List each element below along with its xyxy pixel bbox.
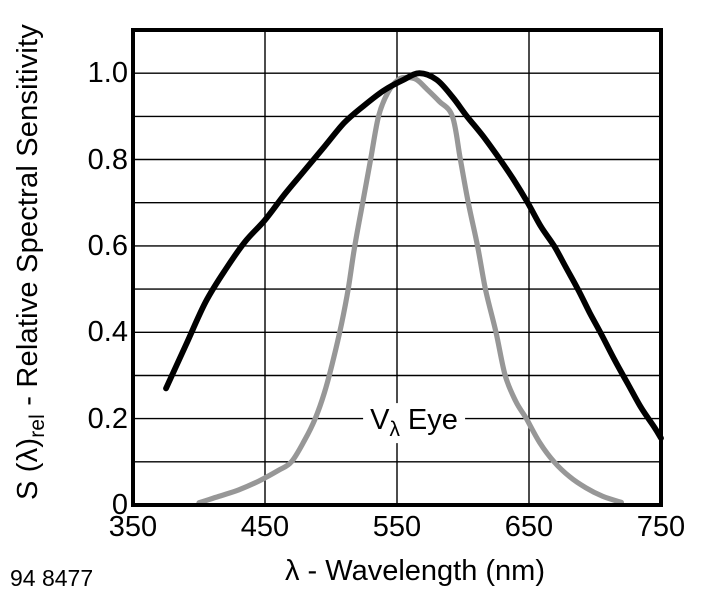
y-tick-label: 1.0	[87, 57, 128, 89]
y-tick-label: 0	[111, 489, 128, 521]
x-tick-label: 750	[636, 511, 686, 543]
plot-border	[131, 28, 663, 507]
curve-label-subscript: λ	[389, 417, 400, 441]
curve-photodiode-spectral-sensitivity	[163, 70, 664, 441]
x-tick-label: 650	[504, 511, 554, 543]
x-tick-label: 550	[372, 511, 422, 543]
y-tick-label: 0.6	[87, 230, 128, 262]
curve-label-v-lambda-eye: Vλ Eye	[363, 403, 465, 443]
x-tick-label: 450	[240, 511, 290, 543]
x-tick-label: 350	[108, 511, 158, 543]
y-tick-label: 0.4	[87, 316, 128, 348]
figure-number: 94 8477	[10, 565, 94, 591]
y-tick-label: 0.8	[87, 144, 128, 176]
y-tick-label: 0.2	[87, 403, 128, 435]
x-axis-title: λ - Wavelength (nm)	[285, 555, 545, 587]
